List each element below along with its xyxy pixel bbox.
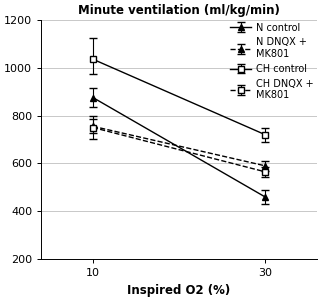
Title: Minute ventilation (ml/kg/min): Minute ventilation (ml/kg/min) [78, 4, 280, 17]
X-axis label: Inspired O2 (%): Inspired O2 (%) [127, 284, 231, 297]
Legend: N control, N DNQX +
MK801, CH control, CH DNQX +
MK801: N control, N DNQX + MK801, CH control, C… [228, 21, 316, 102]
